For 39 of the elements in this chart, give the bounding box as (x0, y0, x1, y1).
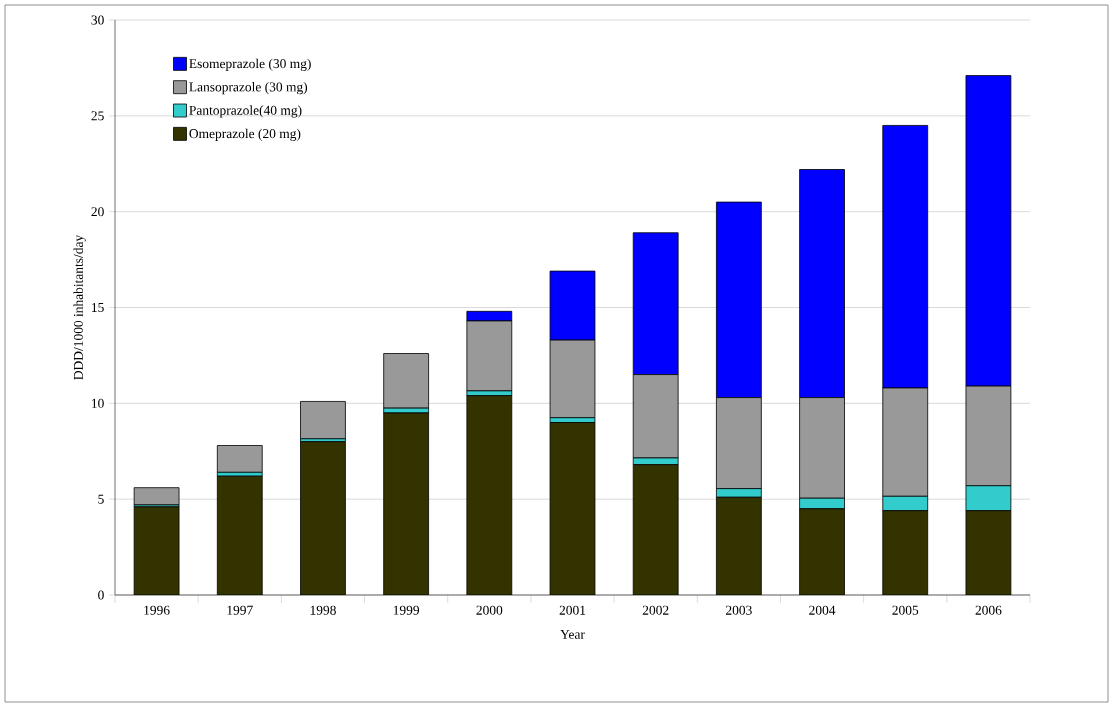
y-tick-label: 15 (92, 303, 104, 313)
x-tick-label: 1997 (227, 605, 253, 615)
y-axis-title: DDD/1000 inhabitants/day (73, 234, 86, 380)
bar (965, 510, 1012, 596)
bar (133, 506, 180, 596)
y-tick-label: 30 (91, 15, 104, 25)
x-tick-label: 2003 (726, 605, 752, 615)
bar (216, 445, 263, 473)
x-tick-label: 1998 (310, 605, 336, 615)
legend-label: Pantoprazole(40 mg) (189, 105, 302, 118)
x-tick-label: 2005 (892, 605, 919, 615)
bar (133, 487, 180, 506)
legend-label: Lansoprazole (30 mg) (189, 82, 308, 95)
bar (383, 412, 429, 596)
legend-label: Omeprazole (20 mg) (189, 128, 301, 141)
y-tick-label: 5 (98, 494, 104, 504)
bar (300, 441, 346, 596)
bar (716, 496, 762, 596)
y-tick-label: 20 (91, 207, 104, 217)
x-tick-label: 1996 (144, 605, 170, 615)
y-tick-label: 25 (91, 111, 104, 121)
bar (466, 395, 513, 596)
x-tick-label: 1999 (393, 605, 420, 615)
bar (216, 475, 263, 596)
bar (799, 508, 845, 596)
bar (549, 422, 596, 596)
x-axis-title: Year (560, 629, 585, 639)
bar (882, 510, 929, 596)
x-tick-label: 2006 (975, 605, 1002, 615)
x-tick-label: 2002 (642, 605, 669, 615)
y-tick-label: 0 (98, 590, 104, 600)
x-tick-label: 2000 (476, 605, 503, 615)
bar (300, 401, 346, 440)
x-tick-label: 2004 (809, 605, 836, 615)
legend-label: Esomeprazole (30 mg) (189, 58, 311, 71)
y-tick-label: 10 (92, 398, 104, 408)
x-tick-label: 2001 (559, 605, 586, 615)
bar (383, 353, 429, 409)
bar (632, 464, 679, 596)
